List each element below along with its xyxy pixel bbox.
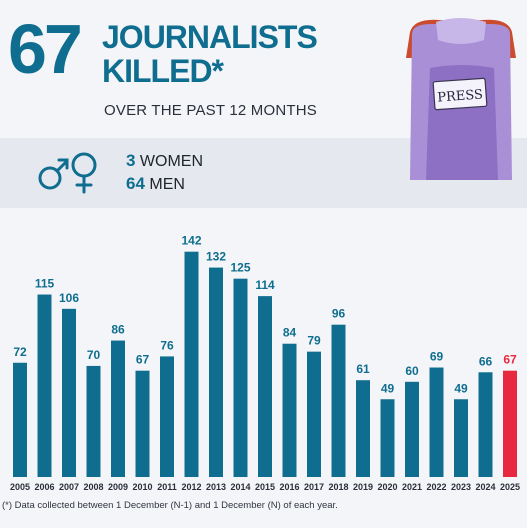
press-sign: PRESS <box>437 87 484 105</box>
bar-2009 <box>111 340 125 477</box>
year-label-2023: 2023 <box>451 482 471 492</box>
value-label-2021: 60 <box>405 364 419 378</box>
bar-2018 <box>331 324 346 477</box>
value-label-2025: 67 <box>503 353 517 367</box>
year-label-2020: 2020 <box>377 482 397 492</box>
bar-2017 <box>307 351 321 477</box>
year-labels-group: 2005 2006 2007 2008 2009 2010 2011 2012 2013 2014… <box>10 482 520 492</box>
value-label-2008: 70 <box>87 348 101 362</box>
value-label-2022: 69 <box>430 350 444 364</box>
bar-2005 <box>13 362 27 477</box>
women-label: WOMEN <box>139 153 204 170</box>
value-label-2012: 142 <box>181 234 201 248</box>
value-label-2016: 84 <box>283 326 297 340</box>
journalist-illustration: PRESS <box>406 18 516 180</box>
bar-2010 <box>135 370 150 477</box>
women-count: 3 <box>126 151 136 170</box>
year-label-2014: 2014 <box>230 482 250 492</box>
year-label-2010: 2010 <box>132 482 152 492</box>
men-row: 64 MEN <box>126 173 203 196</box>
bar-2021 <box>405 381 419 477</box>
year-label-2017: 2017 <box>304 482 324 492</box>
bar-2011 <box>160 356 174 477</box>
value-label-2010: 67 <box>136 353 150 367</box>
women-row: 3 WOMEN <box>126 150 203 173</box>
year-label-2021: 2021 <box>402 482 422 492</box>
year-label-2016: 2016 <box>279 482 299 492</box>
bars-group <box>13 251 517 477</box>
bar-2022 <box>429 367 444 477</box>
year-label-2009: 2009 <box>108 482 128 492</box>
journalists-killed-bar-chart: 72 115 106 70 86 67 76 142 132 125 114 84 79 96 61 49 60… <box>10 234 520 492</box>
bar-2007 <box>62 308 76 477</box>
year-label-2013: 2013 <box>206 482 226 492</box>
headline-title-line1: JOURNALISTS <box>102 19 318 55</box>
value-label-2006: 115 <box>35 277 55 291</box>
bar-2024 <box>478 372 493 477</box>
year-label-2015: 2015 <box>255 482 275 492</box>
value-label-2015: 114 <box>255 278 275 292</box>
value-label-2011: 76 <box>160 338 174 352</box>
headline-subtitle: OVER THE PAST 12 MONTHS <box>104 102 317 119</box>
bar-2012 <box>184 251 199 477</box>
headline-title: JOURNALISTS KILLED* <box>102 19 318 89</box>
gender-symbols-icon <box>38 152 97 194</box>
bar-2025 <box>503 370 517 477</box>
year-label-2024: 2024 <box>475 482 495 492</box>
value-label-2024: 66 <box>479 354 493 368</box>
bar-2006 <box>37 294 52 477</box>
value-label-2013: 132 <box>206 250 226 264</box>
year-label-2022: 2022 <box>426 482 446 492</box>
footnote: (*) Data collected between 1 December (N… <box>2 500 338 511</box>
year-label-2025: 2025 <box>500 482 520 492</box>
year-label-2011: 2011 <box>157 482 177 492</box>
year-label-2018: 2018 <box>328 482 348 492</box>
bar-2015 <box>258 296 272 477</box>
headline-title-line2: KILLED* <box>102 53 224 89</box>
year-label-2005: 2005 <box>10 482 30 492</box>
year-label-2012: 2012 <box>181 482 201 492</box>
bar-2008 <box>86 365 101 477</box>
year-label-2019: 2019 <box>353 482 373 492</box>
value-label-2007: 106 <box>59 291 79 305</box>
value-label-2014: 125 <box>230 261 250 275</box>
year-label-2006: 2006 <box>34 482 54 492</box>
year-label-2007: 2007 <box>59 482 79 492</box>
bar-2014 <box>233 278 248 477</box>
men-label: MEN <box>149 176 185 193</box>
value-label-2020: 49 <box>381 381 395 395</box>
bar-2016 <box>282 343 297 477</box>
value-label-2019: 61 <box>356 362 370 376</box>
value-label-2023: 49 <box>454 381 468 395</box>
bar-2023 <box>454 399 468 477</box>
headline-number: 67 <box>8 10 83 88</box>
men-count: 64 <box>126 174 145 193</box>
value-label-2009: 86 <box>111 323 125 337</box>
year-label-2008: 2008 <box>83 482 103 492</box>
value-labels-group: 72 115 106 70 86 67 76 142 132 125 114 84 79 96 61 49 60… <box>13 234 517 396</box>
value-label-2017: 79 <box>307 334 321 348</box>
bar-2020 <box>380 399 395 477</box>
bar-2019 <box>356 380 370 477</box>
value-label-2005: 72 <box>13 345 27 359</box>
value-label-2018: 96 <box>332 307 346 321</box>
bar-2013 <box>209 267 223 477</box>
gender-breakdown: 3 WOMEN 64 MEN <box>126 150 203 196</box>
